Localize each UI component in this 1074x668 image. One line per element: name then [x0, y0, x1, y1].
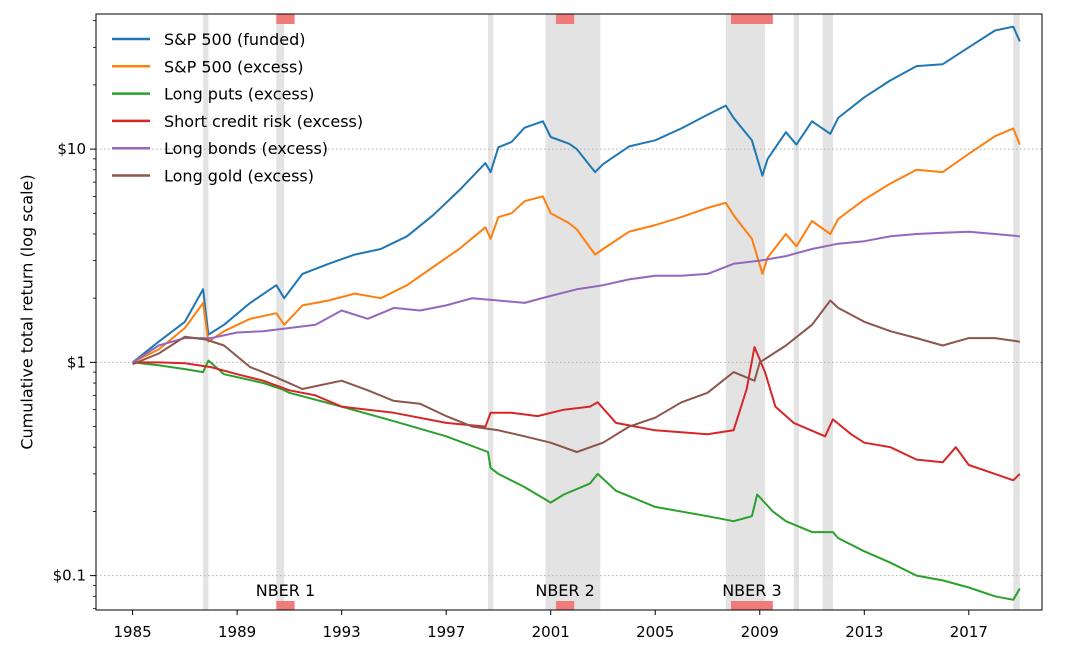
- x-tick-label-2013: 2013: [845, 623, 883, 641]
- nber-label-2: NBER 2: [535, 581, 594, 600]
- y-axis-title: Cumulative total return (log scale): [18, 174, 37, 449]
- nber-recession-bars: NBER 1 NBER 2 NBER 3: [256, 14, 782, 610]
- plot-frame: [95, 13, 1043, 611]
- y-tick-label-$0.1: $0.1: [53, 567, 86, 585]
- y-gridlines: [96, 148, 1042, 577]
- x-tick-label-2009: 2009: [741, 623, 779, 641]
- nber-label-3: NBER 3: [722, 581, 781, 600]
- series-line-5: [132, 230, 1020, 364]
- nber-label-1: NBER 1: [256, 581, 315, 600]
- shaded-period-2: [276, 14, 285, 610]
- x-tick-label-1997: 1997: [427, 623, 465, 641]
- x-tick-label-2001: 2001: [532, 623, 570, 641]
- axes: 1985 1989 1993 1997 2001 2005 2009 2013 2017 $0.1…: [53, 20, 988, 641]
- series-line-6: [132, 299, 1020, 453]
- shaded-period-6: [793, 14, 799, 610]
- legend-label-1: S&P 500 (funded): [164, 30, 306, 49]
- nber-bar-top-1: [276, 14, 295, 24]
- x-tick-label-2017: 2017: [950, 623, 988, 641]
- nber-bar-bottom-1: [276, 601, 295, 610]
- series-line-1: [131, 25, 1021, 364]
- legend-label-3: Long puts (excess): [164, 85, 314, 104]
- series-line-2: [132, 127, 1021, 364]
- nber-bar-bottom-3: [731, 601, 773, 610]
- nber-bar-top-2: [555, 14, 575, 24]
- x-tick-label-2005: 2005: [636, 623, 674, 641]
- series-line-3: [132, 359, 1021, 601]
- series-line-4: [132, 346, 1021, 482]
- shaded-period-8: [1013, 14, 1020, 610]
- shaded-period-4: [545, 14, 601, 610]
- y-tick-label-$1: $1: [67, 353, 86, 371]
- legend-label-6: Long gold (excess): [164, 167, 314, 186]
- series-lines: [131, 25, 1021, 601]
- y-tick-label-$10: $10: [57, 140, 86, 158]
- shaded-periods: [203, 14, 1020, 610]
- shaded-period-5: [725, 14, 765, 610]
- nber-bar-top-3: [731, 14, 773, 24]
- shaded-period-3: [487, 14, 494, 610]
- legend: S&P 500 (funded) S&P 500 (excess) Long put…: [112, 30, 363, 186]
- legend-label-2: S&P 500 (excess): [164, 57, 304, 76]
- nber-bar-bottom-2: [555, 601, 575, 610]
- x-tick-label-1993: 1993: [323, 623, 361, 641]
- x-tick-label-1985: 1985: [113, 623, 151, 641]
- shaded-period-7: [822, 14, 833, 610]
- legend-label-5: Long bonds (excess): [164, 139, 328, 158]
- legend-label-4: Short credit risk (excess): [164, 112, 363, 131]
- x-tick-label-1989: 1989: [218, 623, 256, 641]
